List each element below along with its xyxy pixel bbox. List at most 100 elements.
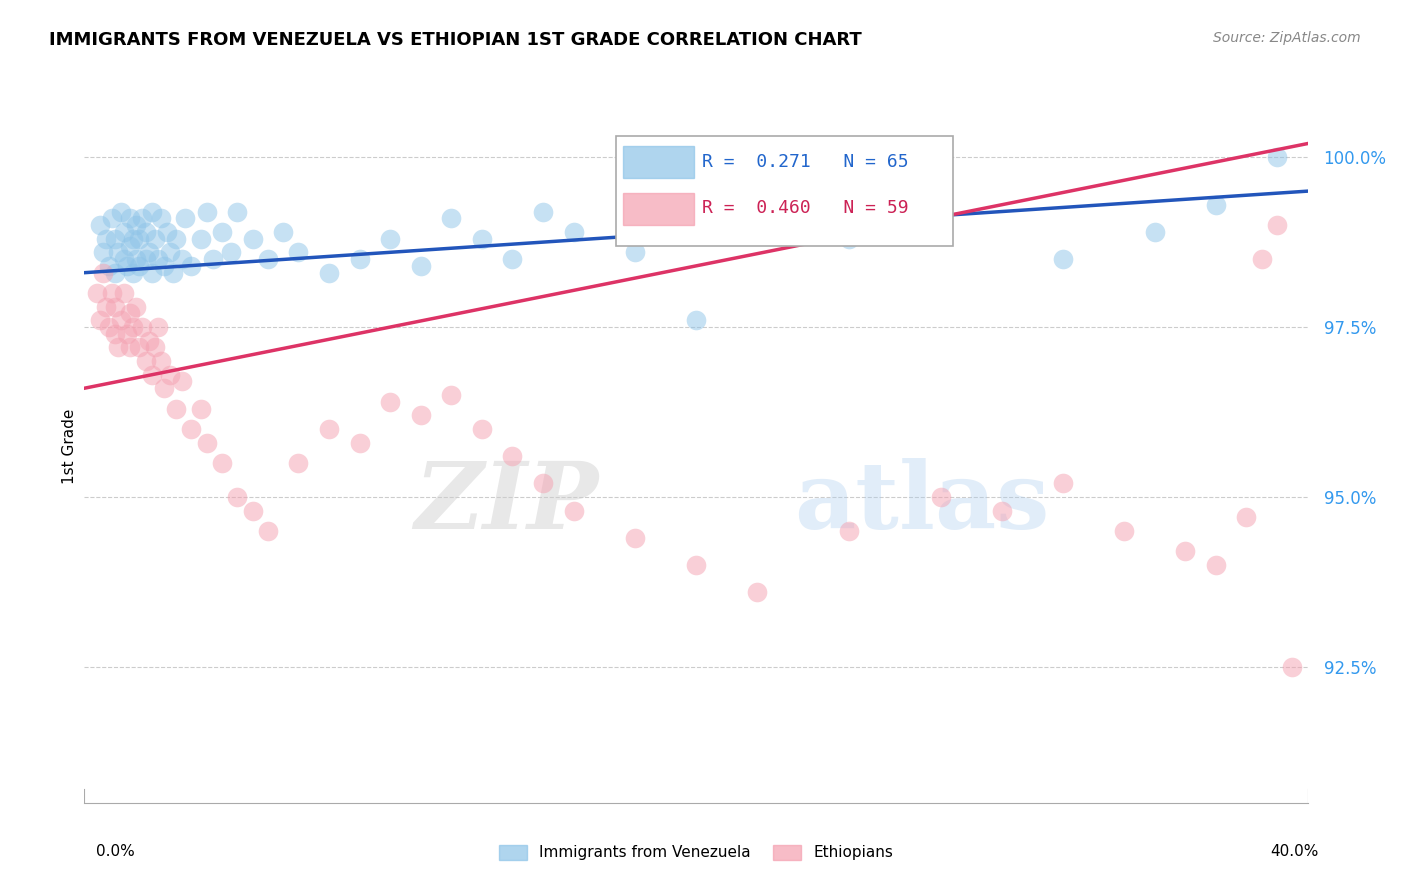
Point — [318, 422, 340, 436]
Point — [86, 286, 108, 301]
Point — [165, 232, 187, 246]
Text: R =  0.271   N = 65: R = 0.271 N = 65 — [702, 153, 908, 171]
Point — [195, 435, 218, 450]
Point — [143, 232, 166, 246]
Point — [271, 225, 294, 239]
Point — [318, 266, 340, 280]
Point — [146, 320, 169, 334]
Point — [380, 394, 402, 409]
Point — [409, 409, 432, 423]
Point — [89, 313, 111, 327]
Point — [141, 266, 163, 280]
Text: IMMIGRANTS FROM VENEZUELA VS ETHIOPIAN 1ST GRADE CORRELATION CHART: IMMIGRANTS FROM VENEZUELA VS ETHIOPIAN 1… — [49, 31, 862, 49]
Point — [180, 422, 202, 436]
Point — [153, 381, 176, 395]
Text: 40.0%: 40.0% — [1271, 845, 1319, 859]
Point — [115, 326, 138, 341]
Point — [471, 422, 494, 436]
Point — [172, 252, 194, 266]
Point — [1052, 476, 1074, 491]
Point — [242, 232, 264, 246]
Point — [502, 252, 524, 266]
Point — [112, 225, 135, 239]
Point — [174, 211, 197, 226]
Point — [141, 368, 163, 382]
Point — [110, 204, 132, 219]
Point — [104, 232, 127, 246]
Point — [149, 354, 172, 368]
Point — [172, 375, 194, 389]
Point — [112, 252, 135, 266]
Point — [1174, 544, 1197, 558]
Point — [562, 503, 585, 517]
Point — [149, 211, 172, 226]
Point — [257, 524, 280, 538]
Point — [747, 204, 769, 219]
Point — [122, 232, 145, 246]
Point — [1205, 558, 1227, 572]
Point — [180, 259, 202, 273]
Point — [107, 245, 129, 260]
Point — [141, 204, 163, 219]
Point — [97, 259, 120, 273]
Point — [135, 225, 157, 239]
Text: atlas: atlas — [794, 458, 1049, 548]
Point — [135, 252, 157, 266]
Point — [287, 245, 309, 260]
Point — [146, 252, 169, 266]
Point — [1250, 252, 1272, 266]
Text: ZIP: ZIP — [413, 458, 598, 548]
Text: Source: ZipAtlas.com: Source: ZipAtlas.com — [1213, 31, 1361, 45]
Point — [120, 211, 142, 226]
Point — [131, 211, 153, 226]
Point — [162, 266, 184, 280]
Point — [115, 259, 138, 273]
Point — [747, 585, 769, 599]
Point — [838, 524, 860, 538]
Point — [159, 245, 181, 260]
Point — [471, 232, 494, 246]
Point — [929, 211, 952, 226]
Point — [531, 204, 554, 219]
Point — [131, 320, 153, 334]
Point — [226, 204, 249, 219]
Point — [94, 300, 117, 314]
Text: R =  0.460   N = 59: R = 0.460 N = 59 — [702, 200, 908, 218]
Point — [685, 313, 707, 327]
Point — [89, 218, 111, 232]
Point — [120, 306, 142, 320]
Point — [138, 334, 160, 348]
Point — [349, 252, 371, 266]
Point — [101, 286, 124, 301]
Y-axis label: 1st Grade: 1st Grade — [62, 409, 77, 483]
Point — [349, 435, 371, 450]
Point — [165, 401, 187, 416]
Point — [195, 204, 218, 219]
Point — [122, 266, 145, 280]
Point — [97, 320, 120, 334]
Point — [125, 252, 148, 266]
Point — [1052, 252, 1074, 266]
Point — [531, 476, 554, 491]
Point — [440, 211, 463, 226]
Point — [624, 245, 647, 260]
Point — [135, 354, 157, 368]
Point — [1114, 524, 1136, 538]
Point — [929, 490, 952, 504]
Point — [110, 313, 132, 327]
Point — [104, 326, 127, 341]
Point — [287, 456, 309, 470]
Point — [380, 232, 402, 246]
Point — [128, 341, 150, 355]
Point — [211, 225, 233, 239]
Point — [107, 341, 129, 355]
Point — [128, 232, 150, 246]
Legend: Immigrants from Venezuela, Ethiopians: Immigrants from Venezuela, Ethiopians — [494, 838, 898, 866]
Point — [190, 232, 212, 246]
FancyBboxPatch shape — [616, 136, 953, 246]
Point — [226, 490, 249, 504]
Point — [201, 252, 224, 266]
FancyBboxPatch shape — [623, 193, 693, 225]
Point — [1236, 510, 1258, 524]
Point — [112, 286, 135, 301]
